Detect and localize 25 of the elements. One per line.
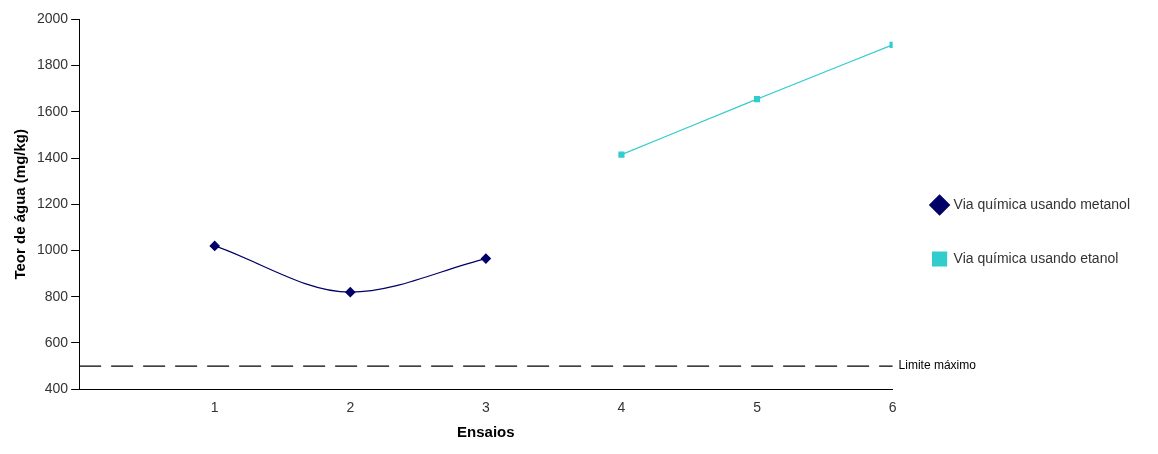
- y-tick-label: 400: [44, 380, 69, 397]
- legend-label: Via química usando metanol: [953, 195, 1131, 212]
- ref-line-label: Limite máximo: [898, 358, 977, 373]
- y-tick-label: 1400: [36, 148, 69, 165]
- x-tick-label: 2: [346, 399, 355, 416]
- x-axis-title: Ensaios: [457, 423, 515, 441]
- point: [753, 96, 761, 103]
- point: [209, 240, 220, 251]
- y-tick-label: 600: [44, 333, 69, 350]
- x-tick-label: 6: [888, 399, 897, 416]
- point: [345, 287, 356, 298]
- x-tick-label: 5: [753, 399, 762, 416]
- x-tick-label: 4: [617, 399, 626, 416]
- x-tick-label: 3: [481, 399, 490, 416]
- y-axis-title: Teor de água (mg/kg): [11, 129, 29, 280]
- y-tick-label: 1000: [36, 241, 69, 258]
- legend-label: Via química usando etanol: [953, 249, 1119, 266]
- y-tick-label: 1800: [36, 56, 69, 73]
- point: [480, 253, 491, 264]
- x-tick-label: 1: [210, 399, 219, 416]
- y-tick-label: 800: [44, 287, 69, 304]
- y-tick-label: 1200: [36, 195, 69, 212]
- point: [618, 151, 625, 158]
- y-tick-label: 1600: [36, 102, 69, 119]
- y-tick-label: 2000: [36, 10, 69, 27]
